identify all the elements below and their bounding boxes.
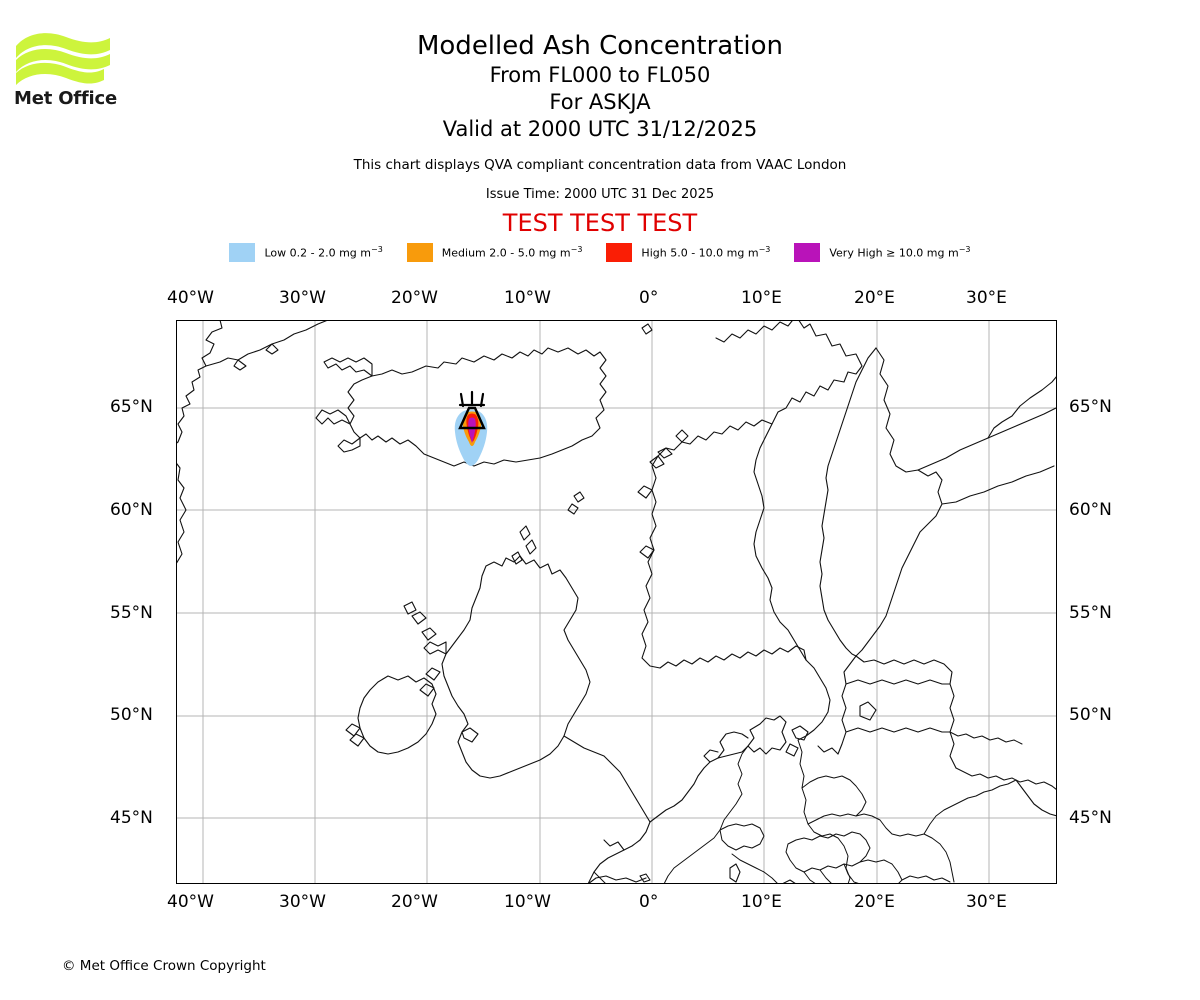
tick-left-2: 55°N bbox=[110, 603, 153, 623]
brand-name: Met Office bbox=[14, 88, 118, 109]
tick-bottom-6: 20°E bbox=[854, 892, 895, 912]
tick-bottom-7: 30°E bbox=[966, 892, 1007, 912]
tick-left-3: 50°N bbox=[110, 705, 153, 725]
tick-top-7: 30°E bbox=[966, 288, 1007, 308]
tick-bottom-5: 10°E bbox=[741, 892, 782, 912]
tick-top-6: 20°E bbox=[854, 288, 895, 308]
tick-right-1: 60°N bbox=[1069, 500, 1112, 520]
met-office-waves-icon bbox=[16, 33, 110, 85]
legend-item-high: High 5.0 - 10.0 mg m−3 bbox=[606, 243, 770, 262]
legend-swatch-medium bbox=[406, 243, 433, 262]
tick-top-0: 40°W bbox=[167, 288, 214, 308]
volcano-name: For ASKJA bbox=[549, 90, 651, 114]
legend-item-very-high: Very High ≥ 10.0 mg m−3 bbox=[794, 243, 971, 262]
flight-level-range: From FL000 to FL050 bbox=[489, 63, 711, 87]
legend-label-low: Low 0.2 - 2.0 mg m−3 bbox=[264, 245, 383, 260]
volcano-source-marker bbox=[458, 390, 486, 430]
coastline-layer bbox=[176, 320, 1057, 884]
tick-top-5: 10°E bbox=[741, 288, 782, 308]
met-office-logo: Met Office bbox=[14, 28, 124, 113]
tick-left-1: 60°N bbox=[110, 500, 153, 520]
tick-top-4: 0° bbox=[639, 288, 659, 308]
legend-swatch-low bbox=[229, 243, 256, 262]
valid-time: Valid at 2000 UTC 31/12/2025 bbox=[442, 117, 758, 141]
tick-right-3: 50°N bbox=[1069, 705, 1112, 725]
page-title: Modelled Ash Concentration bbox=[416, 31, 784, 61]
test-banner: TEST TEST TEST bbox=[502, 209, 698, 237]
tick-bottom-1: 30°W bbox=[279, 892, 326, 912]
legend-swatch-very-high bbox=[794, 243, 821, 262]
legend-label-medium: Medium 2.0 - 5.0 mg m−3 bbox=[441, 245, 583, 260]
tick-right-4: 45°N bbox=[1069, 808, 1112, 828]
legend-item-low: Low 0.2 - 2.0 mg m−3 bbox=[229, 243, 383, 262]
legend-label-very-high: Very High ≥ 10.0 mg m−3 bbox=[829, 245, 971, 260]
tick-top-1: 30°W bbox=[279, 288, 326, 308]
issue-time: Issue Time: 2000 UTC 31 Dec 2025 bbox=[485, 187, 715, 202]
legend-item-medium: Medium 2.0 - 5.0 mg m−3 bbox=[406, 243, 583, 262]
tick-right-2: 55°N bbox=[1069, 603, 1112, 623]
tick-top-2: 20°W bbox=[391, 288, 438, 308]
map-gridlines bbox=[176, 320, 1057, 884]
qva-note: This chart displays QVA compliant concen… bbox=[353, 157, 847, 173]
tick-bottom-2: 20°W bbox=[391, 892, 438, 912]
concentration-legend: Low 0.2 - 2.0 mg m−3 Medium 2.0 - 5.0 mg… bbox=[0, 243, 1200, 262]
tick-bottom-4: 0° bbox=[639, 892, 659, 912]
tick-left-0: 65°N bbox=[110, 397, 153, 417]
tick-bottom-0: 40°W bbox=[167, 892, 214, 912]
tick-right-0: 65°N bbox=[1069, 397, 1112, 417]
legend-swatch-high bbox=[606, 243, 633, 262]
legend-label-high: High 5.0 - 10.0 mg m−3 bbox=[641, 245, 771, 260]
tick-bottom-3: 10°W bbox=[504, 892, 551, 912]
title-block: Modelled Ash Concentration From FL000 to… bbox=[0, 0, 1200, 238]
copyright-notice: © Met Office Crown Copyright bbox=[62, 958, 266, 974]
tick-left-4: 45°N bbox=[110, 808, 153, 828]
map-frame bbox=[176, 320, 1057, 884]
ash-concentration-map[interactable]: 40°W 30°W 20°W 10°W 0° 10°E 20°E 30°E 40… bbox=[110, 288, 1112, 912]
tick-top-3: 10°W bbox=[504, 288, 551, 308]
map-canvas bbox=[176, 320, 1057, 884]
